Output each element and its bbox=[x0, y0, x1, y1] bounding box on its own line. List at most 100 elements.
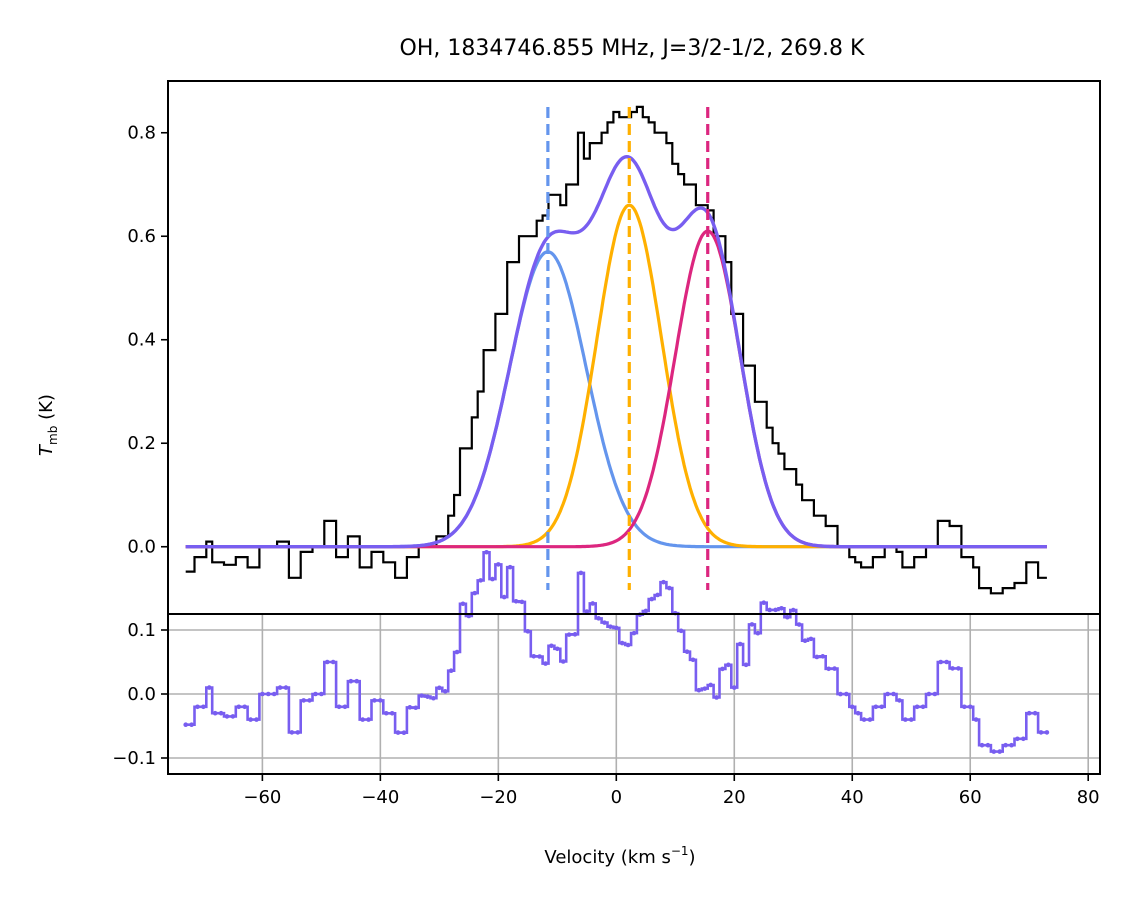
residual-point bbox=[619, 640, 625, 646]
residual-point bbox=[696, 687, 702, 693]
residual-point bbox=[926, 691, 932, 697]
x-axis-label: Velocity (km s−1) bbox=[544, 844, 695, 868]
residual-point bbox=[808, 636, 814, 642]
residual-point bbox=[401, 730, 407, 736]
residual-point bbox=[602, 620, 607, 625]
residual-point bbox=[230, 714, 236, 719]
residual-point bbox=[578, 570, 584, 576]
residual-point bbox=[248, 717, 253, 722]
residual-point bbox=[1038, 730, 1044, 735]
residual-point bbox=[265, 691, 271, 697]
residual-point bbox=[201, 704, 206, 710]
top-y-tick-label: 0.6 bbox=[127, 226, 156, 247]
residual-point bbox=[814, 654, 820, 660]
residual-point bbox=[720, 666, 725, 672]
residual-point bbox=[885, 691, 890, 697]
residual-point bbox=[543, 661, 548, 666]
residual-point bbox=[437, 685, 442, 691]
residual-point bbox=[973, 717, 979, 722]
x-tick-label: 60 bbox=[959, 787, 982, 808]
residual-point bbox=[413, 705, 419, 711]
residual-point bbox=[224, 714, 230, 719]
residual-point bbox=[643, 608, 649, 614]
residual-point bbox=[1026, 710, 1032, 716]
residual-point bbox=[849, 704, 855, 710]
residual-point bbox=[354, 678, 360, 684]
residual-point bbox=[779, 606, 784, 611]
residual-point bbox=[484, 549, 489, 555]
residual-point bbox=[366, 717, 371, 722]
residual-point bbox=[855, 710, 861, 716]
y-axis-label-subscript: mb bbox=[46, 426, 60, 445]
residual-point bbox=[938, 659, 944, 665]
residual-point bbox=[991, 749, 997, 754]
residual-point bbox=[726, 662, 731, 668]
residual-point bbox=[1015, 736, 1020, 742]
residual-point bbox=[519, 599, 525, 605]
residual-point bbox=[897, 698, 902, 703]
x-tick-label: 40 bbox=[841, 787, 864, 808]
residual-point bbox=[702, 686, 708, 691]
residual-point bbox=[348, 678, 354, 684]
residual-point bbox=[560, 659, 566, 664]
y-axis-label-unit: (K) bbox=[36, 394, 57, 426]
residual-point bbox=[590, 601, 596, 606]
y-axis-label: Tmb (K) bbox=[36, 394, 60, 456]
residual-point bbox=[667, 585, 672, 591]
residual-point bbox=[1003, 742, 1008, 748]
residual-point bbox=[614, 625, 619, 631]
residual-point bbox=[289, 730, 295, 735]
residual-point bbox=[785, 614, 790, 620]
residual-point bbox=[920, 704, 926, 710]
residual-point bbox=[690, 657, 696, 663]
observed-spectrum-line bbox=[185, 105, 1047, 595]
residual-y-tick-label: 0.0 bbox=[127, 684, 156, 705]
top-panel-plot-area bbox=[185, 105, 1047, 595]
residual-point bbox=[914, 704, 920, 710]
residual-point bbox=[714, 695, 719, 700]
residual-point bbox=[378, 698, 383, 703]
residual-point bbox=[596, 616, 601, 621]
residual-point bbox=[566, 632, 572, 637]
residual-point bbox=[448, 668, 454, 674]
residual-point bbox=[313, 691, 318, 697]
residual-point bbox=[967, 704, 973, 710]
residual-y-tick-label: 0.1 bbox=[127, 620, 156, 641]
residual-point bbox=[956, 666, 961, 671]
residual-point bbox=[260, 691, 265, 697]
residual-point bbox=[383, 710, 389, 716]
residual-point bbox=[501, 594, 507, 600]
x-axis-label-close: ) bbox=[689, 847, 696, 868]
residual-point bbox=[1021, 736, 1026, 742]
residual-point bbox=[330, 659, 336, 665]
residual-point bbox=[218, 710, 224, 716]
residual-point bbox=[826, 666, 831, 672]
residual-panel-frame bbox=[167, 613, 1101, 775]
residual-point bbox=[767, 607, 772, 613]
total-fit-line bbox=[185, 154, 1047, 549]
x-tick-label: −20 bbox=[479, 787, 517, 808]
top-panel-y-axis: 0.0 0.2 0.4 0.6 0.8 bbox=[127, 123, 168, 558]
residual-point bbox=[903, 717, 908, 722]
residual-point bbox=[195, 704, 200, 710]
residual-point bbox=[254, 717, 259, 722]
residual-point bbox=[944, 659, 949, 665]
residual-point bbox=[271, 691, 277, 697]
residual-point bbox=[342, 704, 348, 710]
residual-point bbox=[985, 742, 991, 748]
y-axis-label-symbol: T bbox=[36, 443, 57, 456]
residual-point bbox=[183, 722, 188, 728]
residual-point bbox=[360, 717, 365, 722]
x-tick-label: −60 bbox=[243, 787, 281, 808]
residual-point bbox=[708, 682, 713, 688]
residual-point bbox=[395, 730, 401, 735]
residual-point bbox=[407, 705, 413, 710]
residual-point bbox=[649, 596, 654, 602]
residual-point bbox=[655, 592, 660, 598]
x-tick-label: 0 bbox=[611, 787, 622, 808]
residual-point bbox=[301, 698, 306, 703]
residual-point bbox=[861, 717, 867, 722]
residual-point bbox=[283, 685, 289, 690]
residual-panel-plot-area bbox=[183, 549, 1050, 754]
